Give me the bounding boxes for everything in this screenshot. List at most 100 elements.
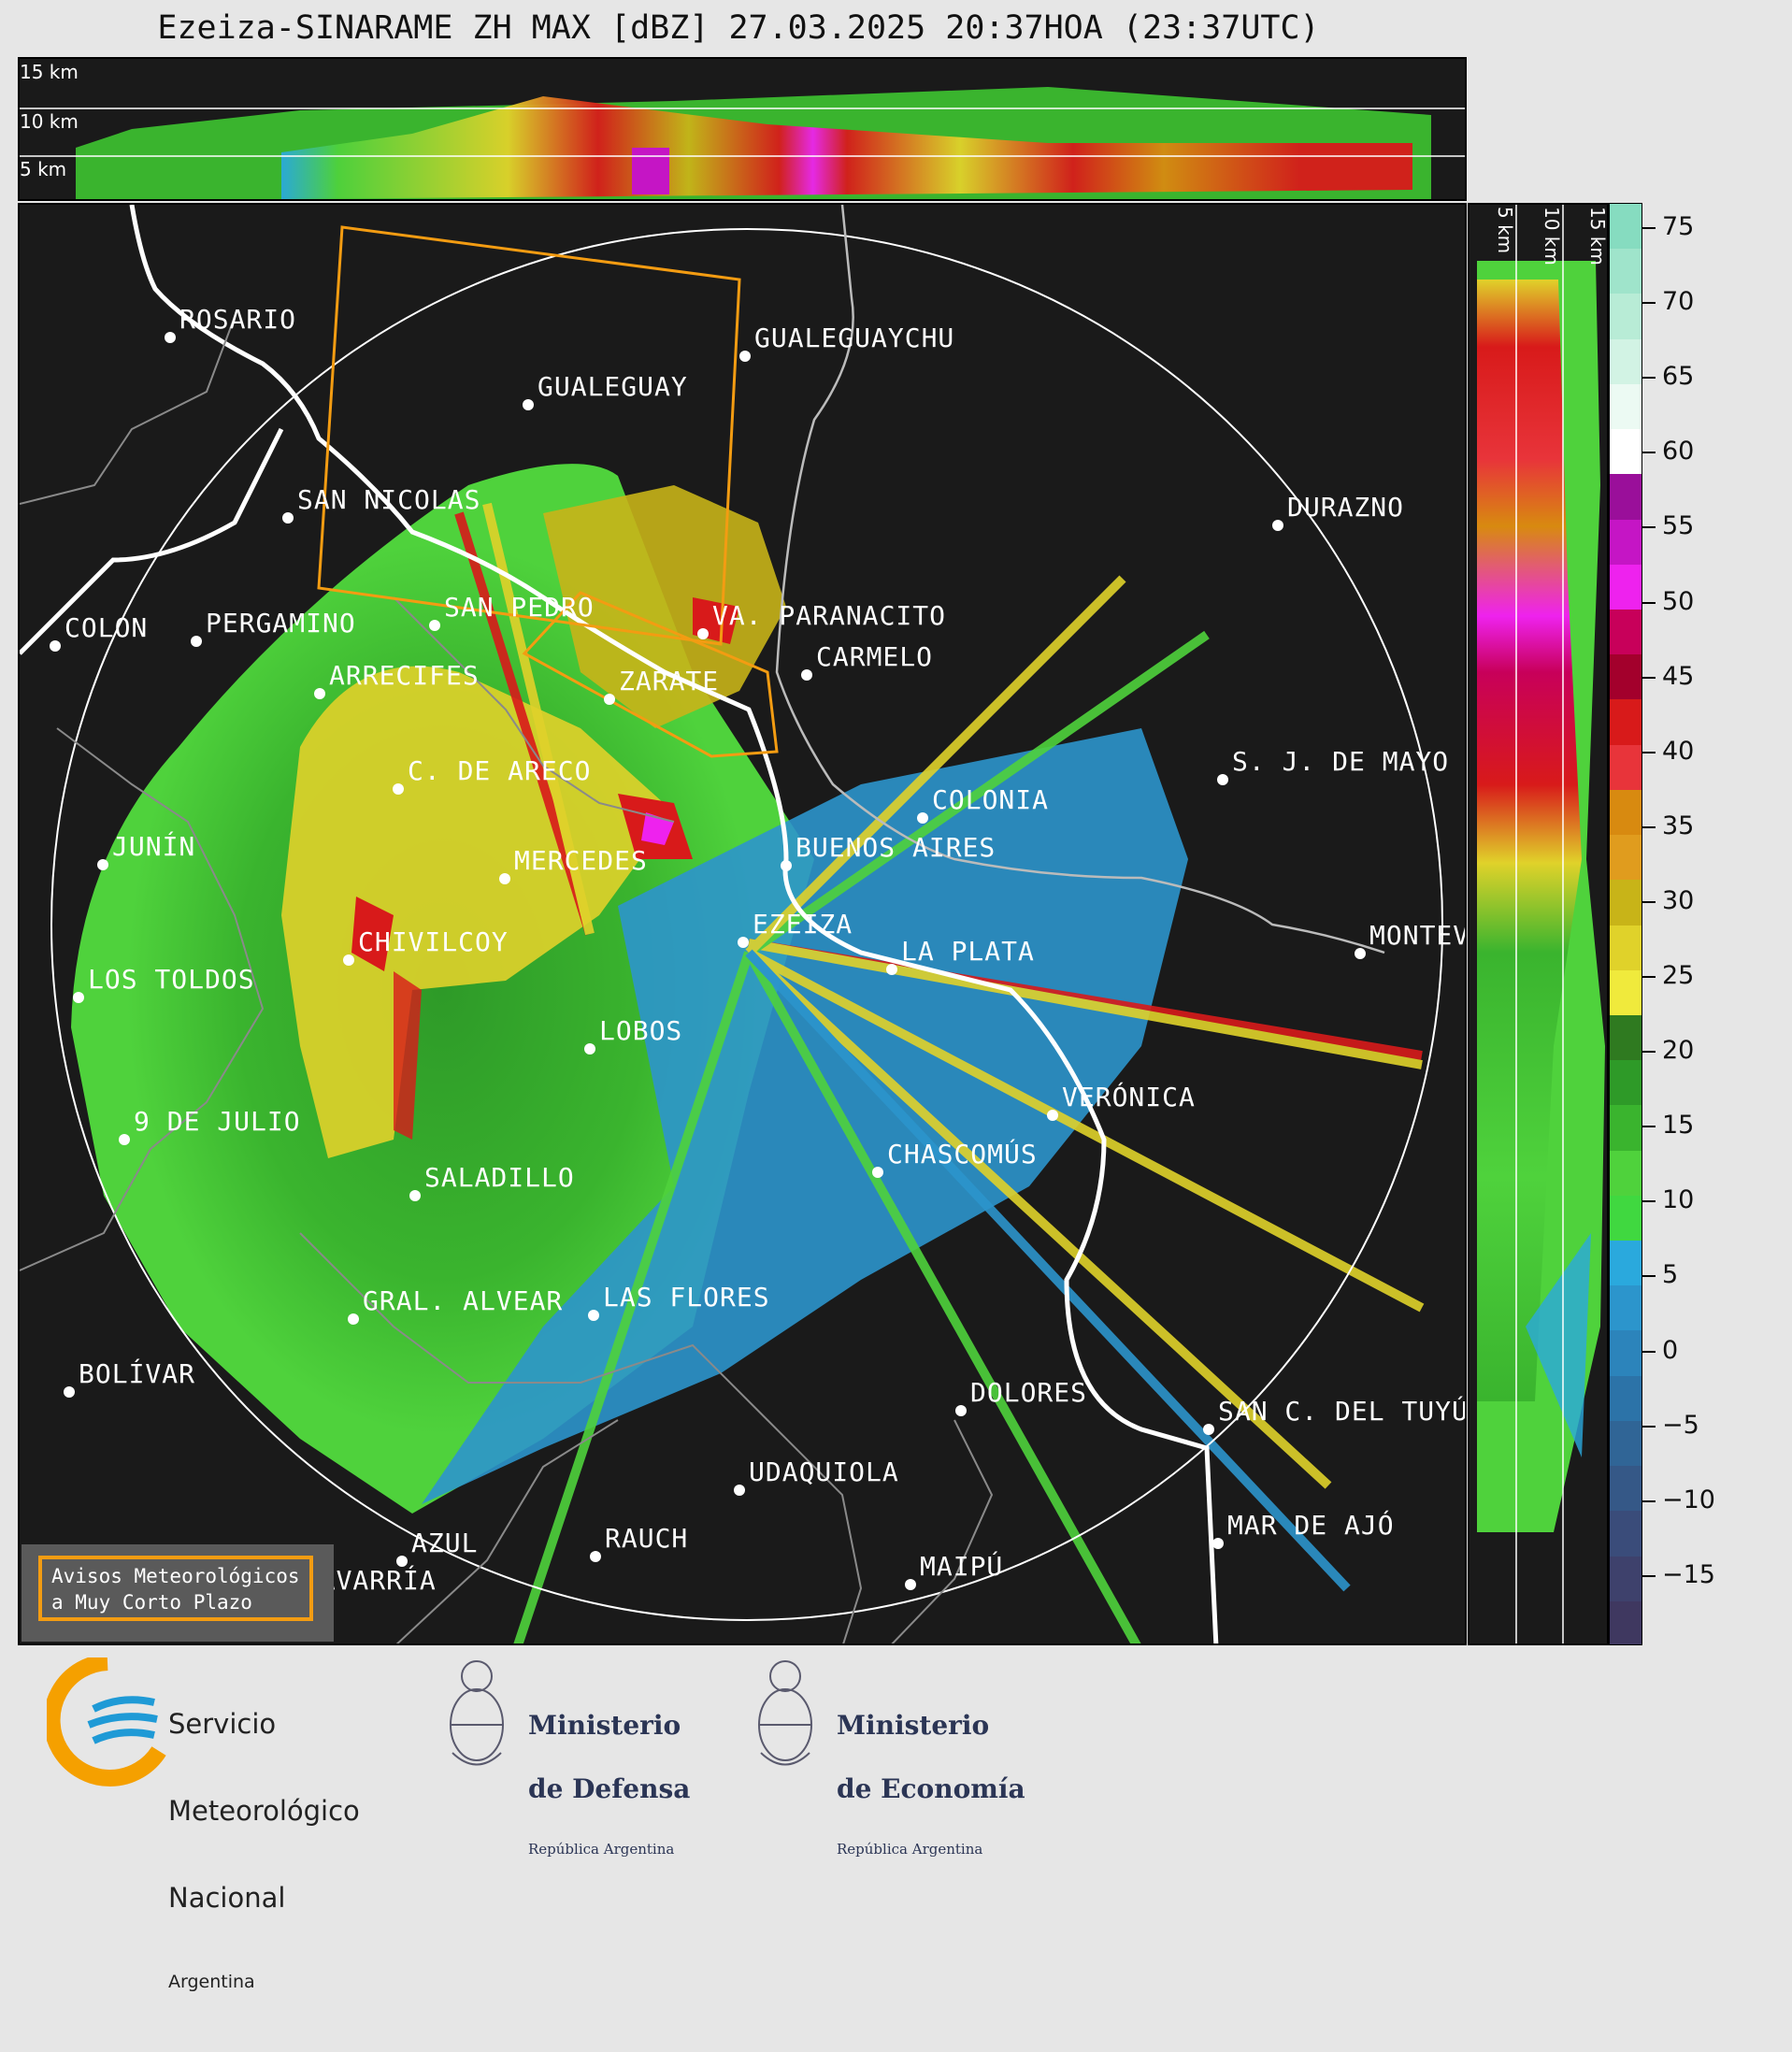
- height-label-15km: 15 km: [20, 61, 79, 83]
- colorbar-tick-label: 50: [1662, 586, 1695, 616]
- top-cross-section-panel: 15 km 10 km 5 km: [18, 57, 1467, 201]
- colorbar-tick: [1642, 900, 1656, 903]
- city-name: SAN C. DEL TUYÚ: [1218, 1396, 1467, 1427]
- side-cross-section-image: [1477, 205, 1605, 1643]
- colorbar-tick-label: 0: [1662, 1335, 1679, 1365]
- city-dot: [119, 1134, 130, 1145]
- colorbar-band: [1610, 1195, 1641, 1242]
- colorbar-band: [1610, 294, 1641, 340]
- colorbar-band: [1610, 1241, 1641, 1287]
- city-dot: [97, 859, 108, 870]
- colorbar-tick: [1642, 1051, 1656, 1054]
- city-dot: [409, 1190, 421, 1201]
- city-dot: [50, 640, 61, 652]
- colorbar-tick-label: 25: [1662, 961, 1695, 990]
- city-name: COLON: [65, 612, 149, 643]
- alert-line2: a Muy Corto Plazo: [51, 1591, 252, 1614]
- colorbar-tick: [1642, 1126, 1656, 1128]
- colorbar-tick: [1642, 377, 1656, 380]
- city-name: DOLORES: [970, 1377, 1088, 1408]
- range-ring: [50, 228, 1443, 1621]
- city-dot: [191, 636, 202, 647]
- colorbar-band: [1610, 1375, 1641, 1422]
- colorbar-tick: [1642, 1200, 1656, 1203]
- colorbar-band: [1610, 564, 1641, 610]
- colorbar-tick: [1642, 302, 1656, 305]
- city-name: LA PLATA: [901, 936, 1035, 967]
- colorbar-band: [1610, 474, 1641, 521]
- city-dot: [872, 1167, 883, 1178]
- colorbar-tick-label: 75: [1662, 212, 1695, 241]
- economia-line3: República Argentina: [837, 1841, 983, 1858]
- colorbar-band: [1610, 835, 1641, 882]
- city-dot: [1272, 520, 1283, 531]
- colorbar-tick: [1642, 1500, 1656, 1502]
- city-name: MAR DE AJÓ: [1227, 1510, 1395, 1541]
- defensa-line1: Ministerio: [528, 1710, 681, 1741]
- city-name: LOBOS: [599, 1015, 683, 1046]
- alert-line1: Avisos Meteorológicos: [51, 1565, 300, 1587]
- colorbar-tick: [1642, 1275, 1656, 1278]
- colorbar-band: [1610, 1556, 1641, 1602]
- radar-map-panel: ROSARIO GUALEGUAYCHU GUALEGUAY SAN NICOLAS D…: [18, 203, 1467, 1645]
- dbz-colorbar: [1609, 203, 1642, 1645]
- colorbar-tick-label: 60: [1662, 437, 1695, 466]
- colorbar-band: [1610, 1014, 1641, 1062]
- city-dot: [590, 1551, 601, 1562]
- city-dot: [584, 1043, 595, 1055]
- colorbar-band: [1610, 1511, 1641, 1557]
- colorbar-band: [1610, 1150, 1641, 1197]
- city-name: BUENOS AIRES: [796, 832, 996, 863]
- colorbar-band: [1610, 609, 1641, 656]
- height-label-10km: 10 km: [20, 110, 79, 133]
- city-dot: [886, 964, 897, 975]
- coat-of-arms-icon: [758, 1660, 812, 1766]
- city-name: DURAZNO: [1287, 492, 1405, 523]
- city-dot: [429, 620, 440, 631]
- colorbar-band: [1610, 338, 1641, 385]
- city-name: VERÓNICA: [1062, 1082, 1196, 1112]
- city-name: 9 DE JULIO: [134, 1106, 301, 1137]
- city-dot: [1217, 774, 1228, 785]
- colorbar-tick-label: 70: [1662, 287, 1695, 317]
- echo-region-yellow: [281, 666, 674, 1158]
- city-name: ZARATE: [619, 666, 720, 696]
- city-dot: [739, 351, 751, 362]
- height-label-10km-side: 10 km: [1541, 207, 1563, 265]
- smn-line2: Meteorológico: [168, 1795, 360, 1827]
- colorbar-band: [1610, 1285, 1641, 1332]
- colorbar-tick-label: −15: [1662, 1559, 1715, 1589]
- colorbar-band: [1610, 429, 1641, 476]
- colorbar-tick-label: 40: [1662, 736, 1695, 766]
- economia-line2: de Economía: [837, 1773, 1025, 1804]
- colorbar-band: [1610, 1420, 1641, 1468]
- alert-box-frame[interactable]: Avisos Meteorológicos a Muy Corto Plazo: [38, 1556, 313, 1621]
- city-dot: [396, 1556, 408, 1567]
- colorbar-band: [1610, 1105, 1641, 1152]
- colorbar-tick: [1642, 1425, 1656, 1428]
- city-dot: [348, 1313, 359, 1325]
- city-name: ROSARIO: [179, 304, 297, 335]
- colorbar-tick-label: 10: [1662, 1185, 1695, 1215]
- city-name: COLONIA: [932, 784, 1050, 815]
- city-name: CHIVILCOY: [358, 926, 509, 957]
- city-name: SAN NICOLAS: [297, 484, 481, 515]
- city-dot: [905, 1579, 916, 1590]
- top-cross-section-image: [20, 87, 1465, 199]
- colorbar-band: [1610, 204, 1641, 251]
- city-dot: [697, 628, 709, 639]
- colorbar-tick: [1642, 751, 1656, 753]
- city-dot: [523, 399, 534, 410]
- city-name: EZEIZA: [753, 909, 853, 940]
- city-name: C. DE ARECO: [408, 755, 592, 786]
- colorbar-band: [1610, 383, 1641, 431]
- alert-box[interactable]: Avisos Meteorológicos a Muy Corto Plazo: [22, 1544, 334, 1642]
- city-dot: [73, 992, 84, 1003]
- city-dot: [738, 937, 749, 948]
- warning-polygon-north: [317, 225, 741, 646]
- colorbar-band: [1610, 789, 1641, 837]
- city-name: BOLÍVAR: [79, 1358, 196, 1389]
- colorbar-tick: [1642, 1350, 1656, 1353]
- colorbar-band: [1610, 880, 1641, 926]
- city-dot: [781, 860, 792, 871]
